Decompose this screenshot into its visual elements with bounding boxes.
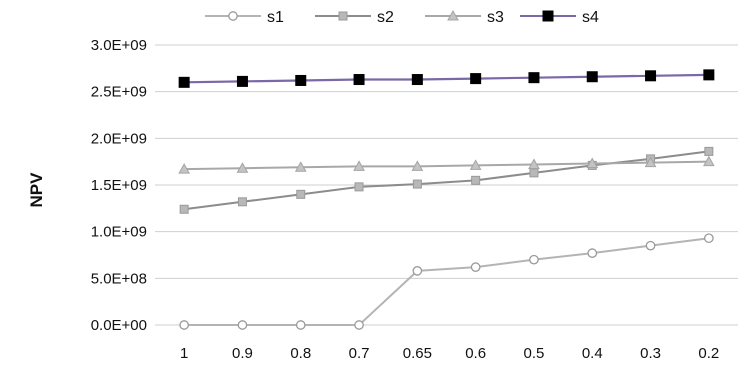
legend-label: s2 (377, 9, 394, 26)
y-tick-label: 2.5E+09 (91, 84, 147, 101)
data-point-s1 (295, 320, 306, 330)
series-s3 (178, 155, 715, 174)
data-point-s3 (703, 155, 715, 167)
data-point-s4 (178, 76, 190, 88)
data-point-s4 (411, 74, 423, 86)
legend-item-s3: s3 (425, 9, 504, 26)
y-tick-label: 1.5E+09 (91, 177, 147, 194)
legend-marker (338, 11, 348, 21)
x-tick-label: 0.65 (403, 345, 432, 362)
data-point-s1 (703, 233, 714, 244)
data-point-s2 (471, 175, 481, 185)
data-point-s4 (703, 69, 715, 81)
data-point-s1 (354, 320, 364, 330)
legend-item-s1: s1 (205, 9, 284, 26)
series-layer (178, 69, 715, 330)
series-line-s3 (184, 160, 709, 171)
x-tick-label: 0.7 (349, 345, 370, 362)
legend-marker (542, 10, 554, 22)
data-point-s4 (586, 71, 598, 83)
data-point-s3 (294, 161, 307, 172)
series-line-s2 (184, 150, 709, 211)
series-s1 (179, 233, 714, 330)
legend-marker (228, 11, 238, 21)
y-axis-label: NPV (27, 172, 46, 208)
data-point-s4 (236, 75, 248, 87)
y-tick-label: 5.0E+08 (91, 270, 147, 287)
series-s4 (178, 69, 715, 88)
data-point-s3 (411, 160, 424, 171)
y-tick-label: 1.0E+09 (91, 224, 147, 241)
x-tick-label: 0.5 (524, 345, 545, 362)
x-tick-label: 0.8 (290, 345, 311, 362)
data-point-s2 (354, 182, 364, 192)
data-point-s2 (529, 168, 539, 178)
series-line-s4 (184, 73, 709, 84)
y-axis-tick-labels: 0.0E+00 5.0E+08 1.0E+09 1.5E+09 2.0E+09 2.5E+… (91, 37, 147, 334)
legend-label: s4 (582, 9, 599, 26)
legend-item-s2: s2 (315, 9, 394, 26)
data-point-s3 (644, 156, 657, 168)
y-tick-label: 3.0E+09 (91, 37, 147, 54)
data-point-s4 (295, 74, 307, 86)
data-point-s1 (470, 262, 481, 272)
legend-label: s1 (267, 9, 284, 26)
data-point-s1 (237, 320, 248, 330)
data-point-s1 (179, 320, 189, 330)
series-s2 (179, 146, 714, 214)
data-point-s4 (353, 74, 365, 86)
series-line-s1 (184, 237, 709, 326)
legend-label: s3 (487, 9, 504, 26)
legend-item-s4: s4 (520, 9, 599, 26)
x-tick-label: 0.6 (465, 345, 486, 362)
data-point-s1 (587, 248, 598, 258)
data-point-s2 (704, 146, 714, 156)
data-point-s3 (469, 159, 482, 170)
data-point-s2 (296, 189, 306, 199)
x-tick-label: 0.2 (698, 345, 719, 362)
data-point-s3 (528, 158, 540, 169)
y-tick-label: 0.0E+00 (91, 317, 147, 334)
y-tick-label: 2.0E+09 (91, 130, 147, 147)
x-axis-tick-labels: 1 0.9 0.8 0.7 0.65 0.6 0.5 0.4 0.3 0.2 (180, 345, 719, 362)
data-point-s4 (645, 70, 657, 82)
data-point-s1 (645, 240, 656, 251)
x-tick-label: 0.3 (640, 345, 661, 362)
legend: s1 s2 s3 s4 (205, 9, 599, 26)
legend-marker (447, 9, 459, 21)
data-point-s4 (528, 72, 540, 84)
x-tick-label: 0.4 (582, 345, 603, 362)
data-point-s4 (470, 73, 482, 85)
data-point-s1 (412, 266, 423, 276)
data-point-s3 (236, 162, 249, 173)
x-tick-label: 0.9 (232, 345, 253, 362)
data-point-s2 (237, 197, 247, 207)
data-point-s1 (529, 254, 539, 265)
data-point-s2 (412, 179, 422, 189)
data-point-s2 (179, 204, 189, 214)
data-point-s3 (586, 157, 599, 169)
gridlines (155, 44, 738, 326)
x-tick-label: 1 (180, 345, 188, 362)
data-point-s3 (353, 160, 365, 171)
data-point-s3 (178, 163, 190, 174)
